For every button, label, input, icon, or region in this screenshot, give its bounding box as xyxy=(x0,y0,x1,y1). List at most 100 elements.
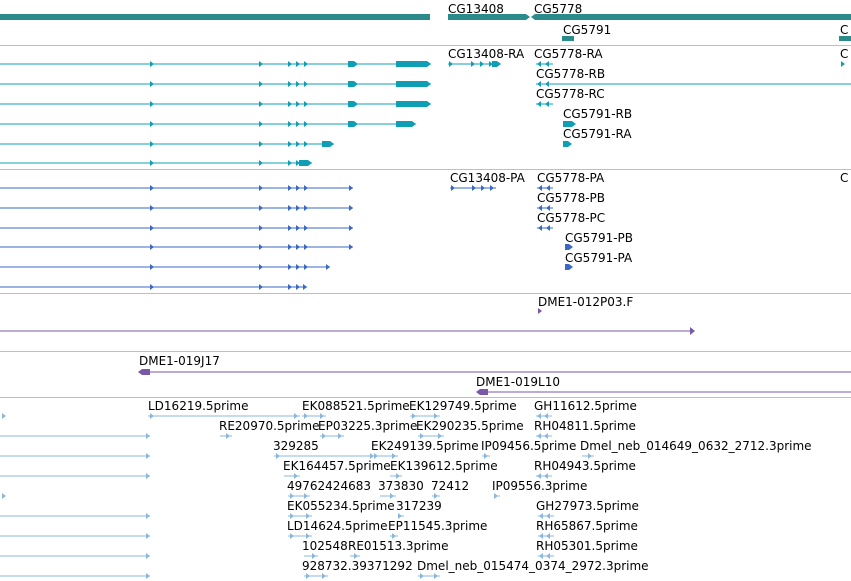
protein-feature-cg5791-pa[interactable] xyxy=(565,264,573,270)
arrow-right-icon xyxy=(294,473,298,479)
arrow-left-icon xyxy=(546,553,550,559)
arrow-right-icon xyxy=(588,453,592,459)
exon-block[interactable] xyxy=(396,121,416,127)
mrna-transcript-cg5791-rb[interactable] xyxy=(563,121,576,127)
protein-feature-cg5791-pb[interactable] xyxy=(565,244,573,250)
est-label[interactable]: 49762424683 xyxy=(287,479,371,493)
est-label[interactable]: EK290235.5prime xyxy=(416,419,524,433)
clone-label-dme1-019l10[interactable]: DME1-019L10 xyxy=(476,375,560,389)
est-label[interactable]: EK249139.5prime xyxy=(371,439,479,453)
arrow-right-icon xyxy=(150,121,154,127)
est-label[interactable]: RH04943.5prime xyxy=(534,459,636,473)
arrow-right-icon xyxy=(304,185,308,191)
arrow-right-icon xyxy=(150,185,154,191)
protein-label-clipped[interactable]: C xyxy=(840,171,849,185)
exon-block[interactable] xyxy=(299,160,312,166)
gene-feature-bar[interactable] xyxy=(0,14,430,20)
protein-label-cg5778-pb[interactable]: CG5778-PB xyxy=(537,191,606,205)
gene-track xyxy=(0,14,851,41)
est-label[interactable]: RH05301.5prime xyxy=(536,539,638,553)
exon-block[interactable] xyxy=(396,101,431,107)
est-label[interactable]: RH04811.5prime xyxy=(534,419,636,433)
est-label[interactable]: IP09456.5prime xyxy=(481,439,577,453)
gene-label-cg13408[interactable]: CG13408 xyxy=(448,2,504,16)
mrna-label-cg5778-ra[interactable]: CG5778-RA xyxy=(534,47,603,61)
arrow-left-icon xyxy=(537,61,541,67)
arrow-right-icon xyxy=(841,61,845,67)
est-label[interactable]: 329285 xyxy=(273,439,319,453)
est-label[interactable]: Dmel_neb_015474_0374_2972.3prime xyxy=(417,559,649,573)
est-label[interactable]: GH27973.5prime xyxy=(536,499,639,513)
exon-block[interactable] xyxy=(348,81,358,87)
protein-label-cg5791-pb[interactable]: CG5791-PB xyxy=(565,231,634,245)
est-label[interactable]: 72412 xyxy=(431,479,470,493)
arrow-right-icon xyxy=(290,513,294,519)
est-label[interactable]: RE20970.5prime xyxy=(219,419,320,433)
est-label[interactable]: EK164457.5prime xyxy=(283,459,391,473)
gene-feature-cg5791[interactable] xyxy=(562,36,574,41)
exon-block[interactable] xyxy=(396,61,431,67)
clone-label-dme1-019j17[interactable]: DME1-019J17 xyxy=(139,354,220,368)
mrna-label-cg5778-rc[interactable]: CG5778-RC xyxy=(536,87,605,101)
est-label[interactable]: EP11545.3prime xyxy=(388,519,488,533)
exon-block[interactable] xyxy=(348,61,358,67)
mrna-label-cg5791-rb[interactable]: CG5791-RB xyxy=(563,107,633,121)
exon-block[interactable] xyxy=(396,81,431,87)
arrow-left-icon[interactable] xyxy=(138,369,150,375)
arrow-left-icon xyxy=(546,533,550,539)
mrna-label-cg5778-rb[interactable]: CG5778-RB xyxy=(536,67,606,81)
arrow-left-icon xyxy=(546,513,550,519)
gene-label-clipped[interactable]: C xyxy=(840,23,849,37)
est-label[interactable]: 373830 xyxy=(378,479,424,493)
protein-label-cg5778-pa[interactable]: CG5778-PA xyxy=(537,171,605,185)
est-label[interactable]: LD16219.5prime xyxy=(148,399,249,413)
est-label[interactable]: LD14624.5prime xyxy=(287,519,388,533)
mrna-label-clipped[interactable]: C xyxy=(840,47,849,61)
exon-block[interactable] xyxy=(492,61,501,67)
protein-label-cg5791-pa[interactable]: CG5791-PA xyxy=(565,251,633,265)
est-label[interactable]: GH11612.5prime xyxy=(534,399,637,413)
protein-label-cg13408-pa[interactable]: CG13408-PA xyxy=(450,171,525,185)
gene-feature-cg13408[interactable] xyxy=(448,14,530,20)
est-label[interactable]: 102548 xyxy=(302,539,348,553)
mrna-label-cg5791-ra[interactable]: CG5791-RA xyxy=(563,127,632,141)
est-label[interactable]: EK139612.5prime xyxy=(390,459,498,473)
est-label[interactable]: EP03225.3prime xyxy=(318,419,418,433)
mrna-label-cg13408-ra[interactable]: CG13408-RA xyxy=(448,47,525,61)
exon-block[interactable] xyxy=(348,101,358,107)
gene-feature-cg5778[interactable] xyxy=(531,14,851,20)
arrow-right-icon xyxy=(303,284,307,290)
arrow-right-icon xyxy=(146,473,150,479)
mrna-transcript-cg5791-ra[interactable] xyxy=(563,141,572,147)
clone-label-dme1-012p03-f[interactable]: DME1-012P03.F xyxy=(538,295,634,309)
est-label[interactable]: Dmel_neb_014649_0632_2712.3prime xyxy=(580,439,812,453)
est-label[interactable]: RH65867.5prime xyxy=(536,519,638,533)
arrow-right-icon xyxy=(296,101,300,107)
arrow-right-icon xyxy=(288,61,292,67)
arrow-right-icon xyxy=(288,141,292,147)
est-label[interactable]: EK088521.5prime xyxy=(302,399,410,413)
arrow-right-icon xyxy=(288,185,292,191)
gene-feature-clipped[interactable] xyxy=(839,36,851,41)
est-label[interactable]: EK129749.5prime xyxy=(409,399,517,413)
est-label[interactable]: IP09556.3prime xyxy=(492,479,588,493)
arrow-left-icon xyxy=(545,61,549,67)
arrow-right-icon xyxy=(374,453,378,459)
gene-label-cg5791[interactable]: CG5791 xyxy=(563,23,612,37)
est-label[interactable]: EK055234.5prime xyxy=(287,499,395,513)
arrow-left-icon[interactable] xyxy=(476,389,488,395)
est-label[interactable]: RE01513.3prime xyxy=(348,539,449,553)
arrow-left-icon xyxy=(546,225,550,231)
exon-block[interactable] xyxy=(348,121,358,127)
est-label[interactable]: 317239 xyxy=(396,499,442,513)
divider-gene xyxy=(0,45,851,46)
gene-label-cg5778[interactable]: CG5778 xyxy=(534,2,583,16)
est-label[interactable]: 928732.39371292 xyxy=(302,559,413,573)
arrow-right-icon xyxy=(304,205,308,211)
arrow-left-icon xyxy=(537,81,541,87)
protein-label-cg5778-pc[interactable]: CG5778-PC xyxy=(537,211,606,225)
exon-block[interactable] xyxy=(322,141,334,147)
arrow-right-icon xyxy=(420,433,424,439)
arrow-right-icon xyxy=(490,185,494,191)
arrow-right-icon xyxy=(306,513,310,519)
